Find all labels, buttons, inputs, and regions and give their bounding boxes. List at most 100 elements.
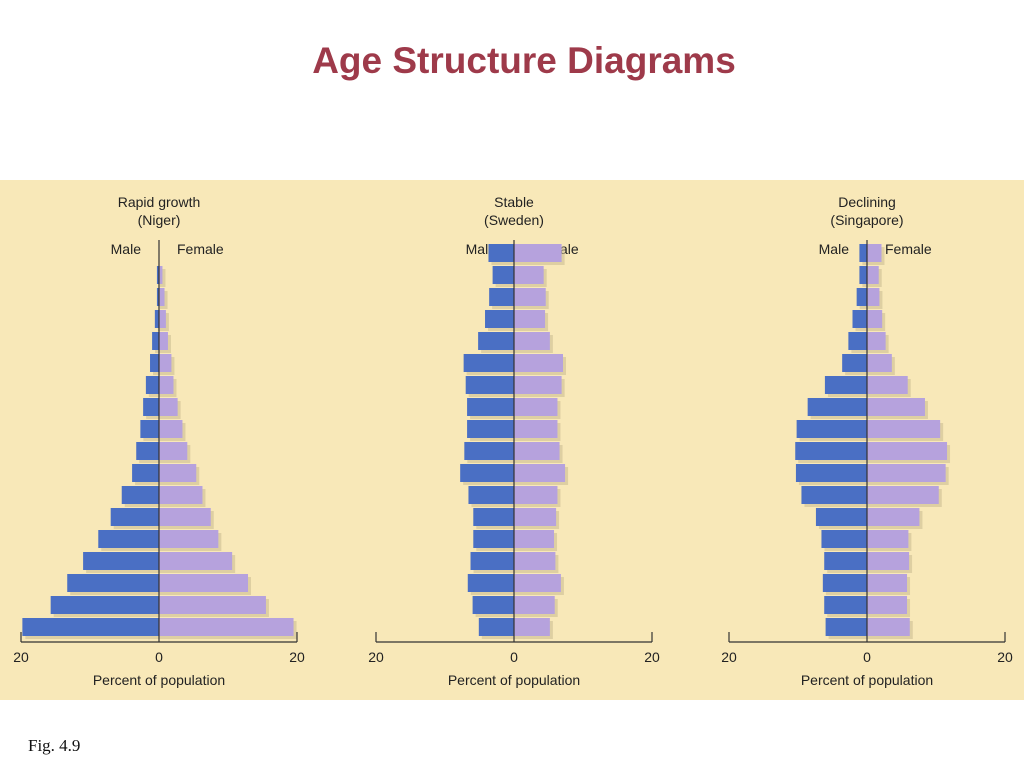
- male-bar: [824, 552, 867, 570]
- x-tick-label: 0: [155, 649, 163, 665]
- pyramid-subtitle: Stable: [494, 194, 534, 210]
- male-bar: [156, 288, 159, 306]
- male-bar: [488, 244, 514, 262]
- pyramid-subtitle: Declining: [838, 194, 896, 210]
- male-bar: [795, 442, 867, 460]
- pyramid-subtitle: (Niger): [138, 212, 181, 228]
- female-bar: [514, 618, 550, 636]
- male-bar: [467, 420, 514, 438]
- female-bar: [514, 530, 555, 548]
- female-bar: [514, 376, 562, 394]
- female-bar: [159, 618, 294, 636]
- female-bar: [514, 464, 566, 482]
- female-bar: [159, 552, 233, 570]
- female-bar: [514, 244, 562, 262]
- male-bar: [460, 464, 514, 482]
- female-label: Female: [885, 241, 932, 257]
- female-bar: [514, 398, 558, 416]
- female-bar: [867, 486, 939, 504]
- male-bar: [478, 332, 514, 350]
- x-tick-label: 20: [721, 649, 737, 665]
- female-bar: [159, 508, 211, 526]
- male-bar: [145, 376, 159, 394]
- male-bar: [859, 244, 867, 262]
- male-bar: [856, 288, 867, 306]
- male-bar: [152, 332, 159, 350]
- x-tick-label: 20: [289, 649, 305, 665]
- female-bar: [159, 442, 188, 460]
- female-bar: [514, 574, 561, 592]
- female-bar: [867, 596, 908, 614]
- female-bar: [867, 244, 882, 262]
- figure-caption: Fig. 4.9: [28, 736, 81, 755]
- male-bar: [98, 530, 159, 548]
- female-bar: [867, 508, 920, 526]
- female-bar: [159, 574, 249, 592]
- male-bar: [815, 508, 867, 526]
- x-axis-label: Percent of population: [801, 672, 933, 688]
- male-bar: [467, 398, 514, 416]
- female-bar: [867, 420, 941, 438]
- female-bar: [159, 596, 266, 614]
- x-tick-label: 20: [997, 649, 1013, 665]
- male-bar: [489, 288, 514, 306]
- male-bar: [132, 464, 159, 482]
- male-bar: [143, 398, 159, 416]
- female-bar: [514, 486, 558, 504]
- male-bar: [824, 376, 867, 394]
- male-bar: [492, 266, 514, 284]
- slide-title: Age Structure Diagrams: [312, 40, 736, 81]
- x-axis-label: Percent of population: [448, 672, 580, 688]
- female-bar: [514, 552, 556, 570]
- male-bar: [121, 486, 159, 504]
- male-bar: [468, 486, 514, 504]
- male-bar: [154, 310, 159, 328]
- male-bar: [821, 530, 867, 548]
- pyramid-subtitle: (Singapore): [830, 212, 903, 228]
- male-bar: [67, 574, 159, 592]
- male-bar: [50, 596, 159, 614]
- female-bar: [867, 442, 948, 460]
- female-bar: [159, 398, 178, 416]
- male-bar: [485, 310, 514, 328]
- male-bar: [470, 552, 514, 570]
- male-bar: [824, 596, 867, 614]
- female-label: Female: [177, 241, 224, 257]
- male-bar: [83, 552, 159, 570]
- female-bar: [867, 354, 892, 372]
- female-bar: [867, 332, 886, 350]
- male-bar: [852, 310, 867, 328]
- male-bar: [150, 354, 159, 372]
- pyramid-subtitle: Rapid growth: [118, 194, 201, 210]
- age-pyramids-figure: Rapid growth (Niger) Male Female 20 0 20 Percen…: [13, 194, 1013, 688]
- male-label: Male: [111, 241, 142, 257]
- male-bar: [842, 354, 867, 372]
- male-bar: [22, 618, 159, 636]
- female-bar: [514, 442, 560, 460]
- female-bar: [514, 354, 563, 372]
- female-bar: [159, 310, 166, 328]
- male-bar: [156, 266, 159, 284]
- female-bar: [514, 596, 555, 614]
- female-bar: [867, 530, 909, 548]
- male-bar: [473, 508, 514, 526]
- male-bar: [473, 530, 514, 548]
- male-bar: [822, 574, 867, 592]
- figure-panel: Rapid growth (Niger) Male Female 20 0 20 Percen…: [0, 180, 1024, 700]
- female-bar: [159, 464, 197, 482]
- male-bar: [848, 332, 867, 350]
- female-bar: [867, 288, 880, 306]
- male-bar: [463, 354, 514, 372]
- male-bar: [465, 376, 514, 394]
- male-bar: [795, 464, 867, 482]
- x-tick-label: 0: [863, 649, 871, 665]
- x-tick-label: 20: [13, 649, 29, 665]
- male-bar: [472, 596, 514, 614]
- female-bar: [159, 420, 183, 438]
- female-bar: [867, 376, 908, 394]
- female-bar: [867, 398, 925, 416]
- female-bar: [514, 332, 550, 350]
- female-bar: [867, 552, 910, 570]
- female-bar: [867, 618, 910, 636]
- male-bar: [140, 420, 159, 438]
